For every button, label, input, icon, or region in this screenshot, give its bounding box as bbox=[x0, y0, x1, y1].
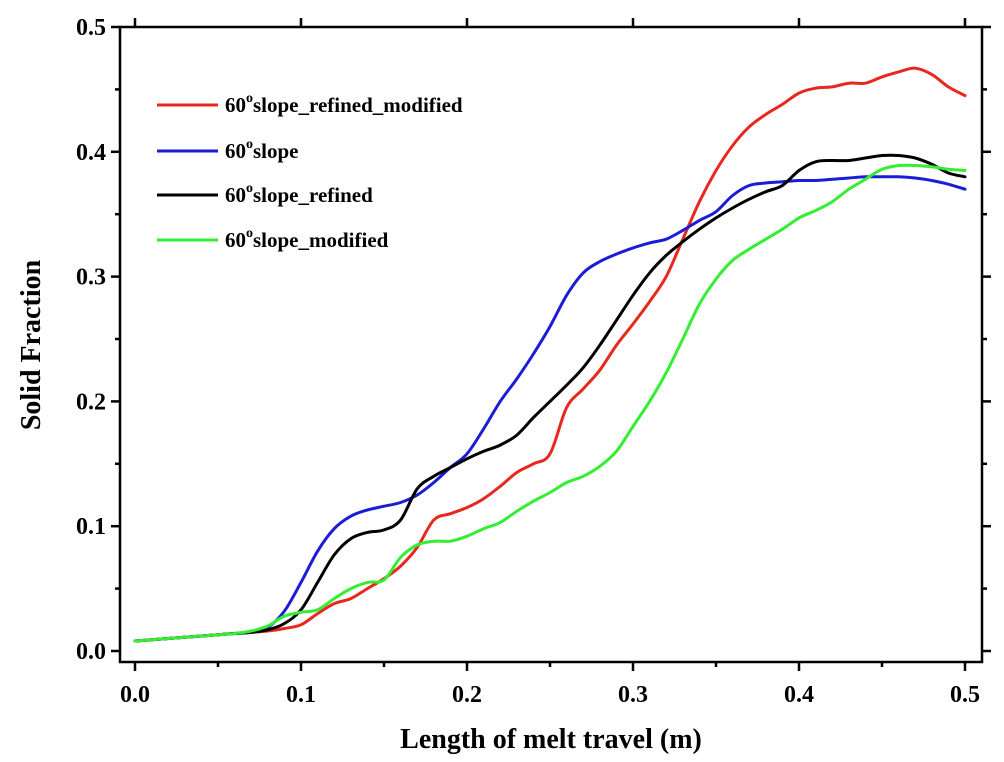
y-tick-label-5: 0.5 bbox=[76, 15, 106, 41]
x-tick-label-3: 0.3 bbox=[618, 682, 648, 708]
y-tick-label-1: 0.1 bbox=[76, 514, 106, 540]
series-layer bbox=[133, 66, 967, 643]
axis-ticks: 0.0 0.1 0.2 0.3 0.4 0.5 0.0 0.1 0.2 0.3 0.4 0.5 bbox=[76, 15, 991, 708]
series-line-4 bbox=[133, 163, 967, 643]
x-axis-title: Length of melt travel (m) bbox=[400, 724, 702, 755]
legend-label-3-rest: slope_refined bbox=[253, 183, 373, 207]
series-line-1 bbox=[133, 66, 967, 643]
y-tick-label-2: 0.2 bbox=[76, 389, 106, 415]
legend-item-4: 60oslope_modified bbox=[157, 226, 389, 252]
plot-frame bbox=[118, 25, 984, 664]
legend-label-1-rest: slope_refined_modified bbox=[253, 93, 463, 117]
legend-label-2-rest: slope bbox=[253, 139, 299, 163]
legend-label-4-num: 60 bbox=[225, 228, 246, 252]
y-axis-title: Solid Fraction bbox=[16, 259, 47, 430]
legend-item-3: 60oslope_refined bbox=[157, 181, 373, 207]
x-tick-label-0: 0.0 bbox=[120, 682, 150, 708]
legend-label-4-rest: slope_modified bbox=[253, 228, 389, 252]
x-tick-label-5: 0.5 bbox=[950, 682, 980, 708]
x-tick-label-2: 0.2 bbox=[452, 682, 482, 708]
legend-label-2: 60oslope bbox=[225, 137, 299, 163]
legend-label-1-num: 60 bbox=[225, 93, 246, 117]
x-tick-label-1: 0.1 bbox=[286, 682, 316, 708]
legend: 60oslope_refined_modified 60oslope 60osl… bbox=[157, 91, 463, 252]
legend-label-4-sup: o bbox=[246, 226, 253, 241]
legend-label-4: 60oslope_modified bbox=[225, 226, 389, 252]
y-tick-label-3: 0.3 bbox=[76, 265, 106, 291]
x-tick-label-4: 0.4 bbox=[784, 682, 814, 708]
y-tick-label-0: 0.0 bbox=[76, 639, 106, 665]
legend-label-3-num: 60 bbox=[225, 183, 246, 207]
legend-label-3: 60oslope_refined bbox=[225, 181, 373, 207]
legend-label-3-sup: o bbox=[246, 181, 253, 196]
legend-item-2: 60oslope bbox=[157, 137, 299, 163]
legend-label-2-sup: o bbox=[246, 137, 253, 152]
series-line-3 bbox=[133, 153, 967, 643]
legend-label-2-num: 60 bbox=[225, 139, 246, 163]
legend-label-1: 60oslope_refined_modified bbox=[225, 91, 463, 117]
legend-label-1-sup: o bbox=[246, 91, 253, 106]
legend-item-1: 60oslope_refined_modified bbox=[157, 91, 463, 117]
y-tick-label-4: 0.4 bbox=[76, 140, 106, 166]
